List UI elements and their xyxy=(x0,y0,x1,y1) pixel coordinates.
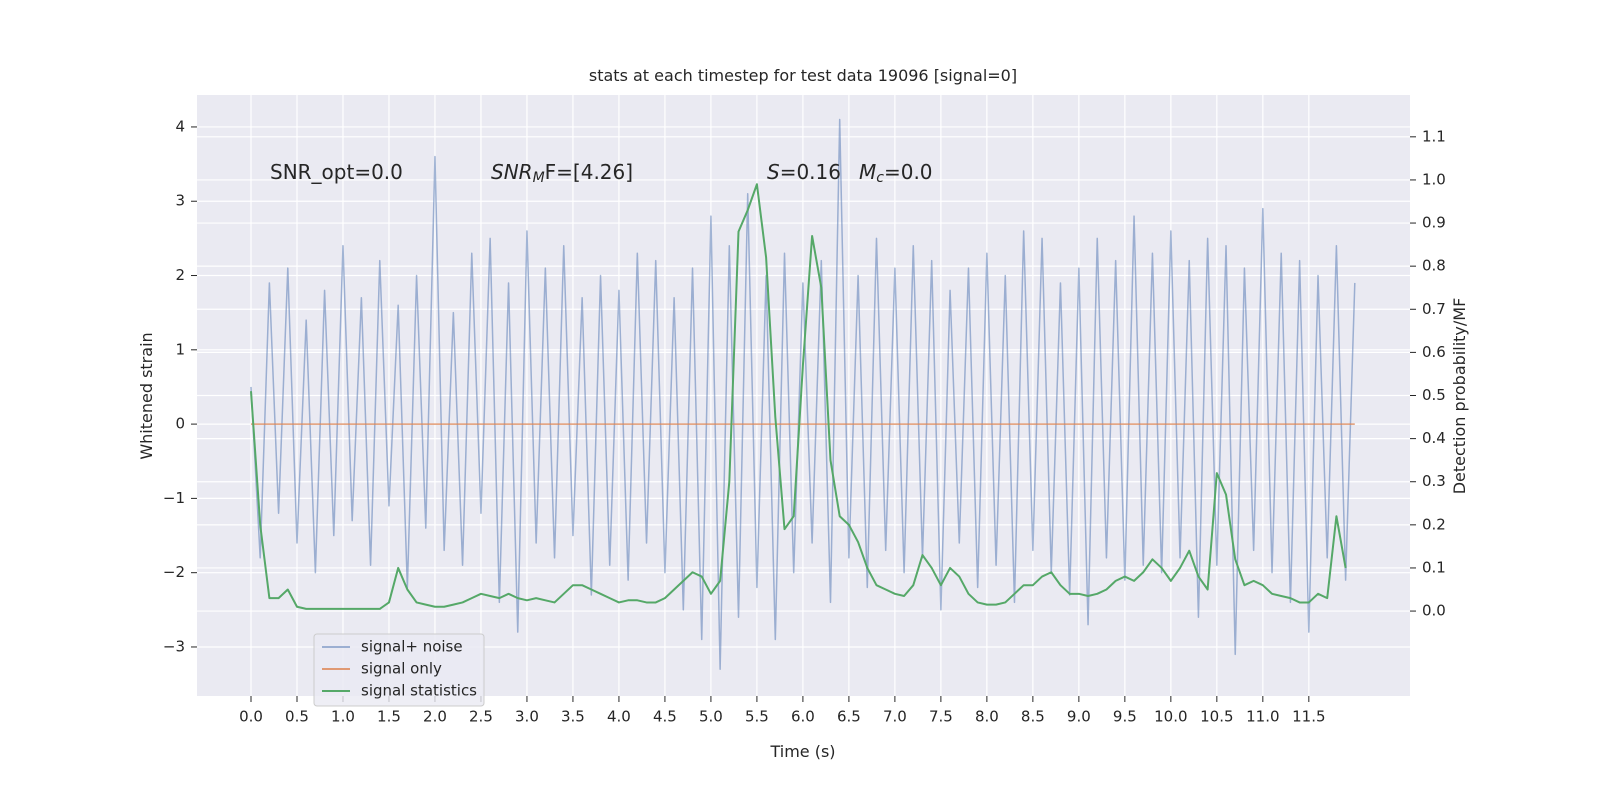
ticks: 0.0 0.5 1.0 1.5 2.0 2.5 3.0 3.5 4.0 4.5 5.0 5.5 6.0 6… xyxy=(163,117,1446,725)
y2-tick-label: 0.7 xyxy=(1422,300,1446,318)
y2-tick-label: 0.9 xyxy=(1422,214,1446,232)
series-lines xyxy=(249,118,1356,671)
annotation-part: SNR_opt=0.0 xyxy=(270,160,403,184)
y-tick-label: −2 xyxy=(163,563,185,581)
x-tick-label: 11.5 xyxy=(1292,708,1325,726)
y-tick-label: 0 xyxy=(175,415,185,433)
legend-label: signal+ noise xyxy=(361,638,463,656)
annotation: S=0.16 xyxy=(767,160,841,184)
x-tick-label: 7.5 xyxy=(929,708,953,726)
annotation: SNR_opt=0.0 xyxy=(270,160,403,184)
y2-tick-label: 0.5 xyxy=(1422,386,1446,404)
y-axis-label: Whitened strain xyxy=(137,332,156,459)
x-tick-label: 3.5 xyxy=(561,708,585,726)
y-tick-label: 4 xyxy=(175,117,185,135)
annotation-part: S xyxy=(767,160,780,184)
x-tick-label: 5.0 xyxy=(699,708,723,726)
annotation-part: SNR xyxy=(491,160,533,184)
grid xyxy=(197,95,1410,696)
y2-tick-label: 1.1 xyxy=(1422,127,1446,145)
y2-tick-label: 0.0 xyxy=(1422,602,1446,620)
legend-label: signal statistics xyxy=(361,682,477,700)
x-tick-label: 8.5 xyxy=(1021,708,1045,726)
chart-title: stats at each timestep for test data 190… xyxy=(589,66,1017,85)
y2-tick-label: 0.6 xyxy=(1422,343,1446,361)
x-tick-label: 0.5 xyxy=(285,708,309,726)
y2-tick-label: 0.4 xyxy=(1422,429,1446,447)
annotation: Mc=0.0 xyxy=(859,160,933,187)
y-tick-label: −3 xyxy=(163,637,185,655)
annotation-part: =0.16 xyxy=(780,160,841,184)
annotation-part: =0.0 xyxy=(884,160,933,184)
annotation-part: F=[4.26] xyxy=(545,160,633,184)
y2-tick-label: 0.1 xyxy=(1422,558,1446,576)
y2-tick-label: 1.0 xyxy=(1422,170,1446,188)
y-tick-label: 3 xyxy=(175,192,185,210)
x-tick-label: 4.5 xyxy=(653,708,677,726)
legend: signal+ noise signal only signal statistic… xyxy=(313,633,485,707)
x-tick-label: 2.5 xyxy=(469,708,493,726)
annotation-part: M xyxy=(859,160,876,184)
annotation-part: M xyxy=(533,170,545,186)
y-tick-label: 2 xyxy=(175,266,185,284)
annotations: SNR_opt=0.0 SNRMF=[4.26] S=0.16 Mc=0.0 xyxy=(270,160,933,187)
x-tick-label: 1.5 xyxy=(377,708,401,726)
x-tick-label: 5.5 xyxy=(745,708,769,726)
x-tick-label: 3.0 xyxy=(515,708,539,726)
x-tick-label: 6.0 xyxy=(791,708,815,726)
x-tick-label: 8.0 xyxy=(975,708,999,726)
y2-axis-label: Detection probability/MF xyxy=(1450,298,1469,495)
x-tick-label: 10.0 xyxy=(1154,708,1187,726)
x-tick-label: 7.0 xyxy=(883,708,907,726)
x-tick-label: 9.5 xyxy=(1113,708,1137,726)
annotation: SNRMF=[4.26] xyxy=(491,160,633,187)
y-tick-label: −1 xyxy=(163,489,185,507)
legend-box xyxy=(313,633,485,707)
x-tick-label: 1.0 xyxy=(331,708,355,726)
x-tick-label: 10.5 xyxy=(1200,708,1233,726)
series-line xyxy=(249,183,1347,610)
y2-tick-label: 0.8 xyxy=(1422,257,1446,275)
x-tick-label: 0.0 xyxy=(239,708,263,726)
y2-tick-label: 0.2 xyxy=(1422,515,1446,533)
y-tick-label: 1 xyxy=(175,340,185,358)
y2-tick-label: 0.3 xyxy=(1422,472,1446,490)
x-tick-label: 6.5 xyxy=(837,708,861,726)
annotation-part: c xyxy=(876,170,884,186)
x-tick-label: 11.0 xyxy=(1246,708,1279,726)
legend-label: signal only xyxy=(361,660,442,678)
x-tick-label: 9.0 xyxy=(1067,708,1091,726)
x-tick-label: 4.0 xyxy=(607,708,631,726)
x-tick-label: 2.0 xyxy=(423,708,447,726)
x-axis-label: Time (s) xyxy=(769,742,835,761)
series-line xyxy=(250,118,1356,671)
